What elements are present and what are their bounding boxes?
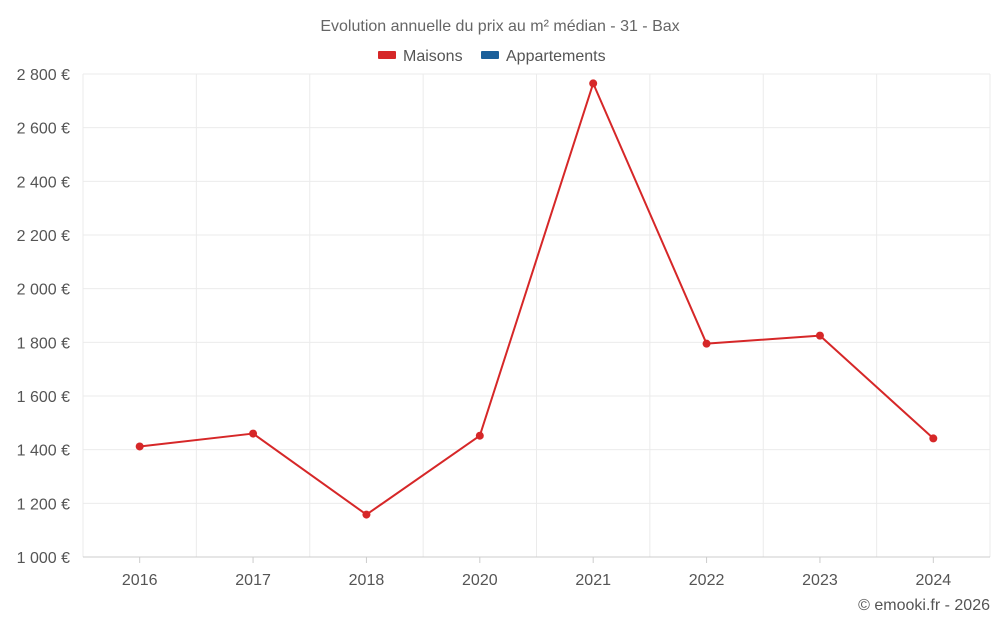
legend-swatch-maisons (378, 51, 396, 59)
x-tick-label: 2023 (802, 572, 838, 589)
series-maisons[interactable] (135, 79, 938, 519)
y-axis: 1 000 € 1 200 € 1 400 € 1 600 € 1 800 € 2 000… (17, 67, 70, 567)
legend-label-appartements: Appartements (506, 48, 606, 65)
legend-label-maisons: Maisons (403, 48, 463, 65)
data-point-maisons[interactable] (929, 434, 938, 443)
y-tick-label: 2 800 € (17, 67, 70, 84)
legend-item-maisons[interactable]: Maisons (378, 48, 463, 65)
data-point-maisons[interactable] (249, 429, 258, 438)
y-tick-label: 2 400 € (17, 174, 70, 191)
data-point-maisons[interactable] (362, 510, 371, 519)
x-tick-label: 2021 (575, 572, 611, 589)
data-point-maisons[interactable] (475, 431, 484, 440)
legend-swatch-appartements (481, 51, 499, 59)
data-point-maisons[interactable] (589, 79, 598, 88)
y-tick-label: 2 600 € (17, 121, 70, 138)
data-point-maisons[interactable] (135, 442, 144, 451)
x-tick-label: 2022 (689, 572, 725, 589)
data-point-maisons[interactable] (702, 339, 711, 348)
x-tick-label: 2018 (349, 572, 385, 589)
legend-item-appartements[interactable]: Appartements (481, 48, 606, 65)
y-tick-label: 1 800 € (17, 335, 70, 352)
grid (82, 73, 991, 557)
y-tick-label: 1 200 € (17, 496, 70, 513)
y-tick-label: 1 000 € (17, 550, 70, 567)
chart-title: Evolution annuelle du prix au m² médian … (320, 18, 679, 35)
y-tick-label: 2 200 € (17, 228, 70, 245)
x-tick-label: 2020 (462, 572, 498, 589)
x-axis: 2016 2017 2018 2020 2021 2022 2023 2024 (83, 556, 990, 589)
x-tick-label: 2024 (916, 572, 952, 589)
series-line-maisons (139, 82, 934, 516)
credit-text[interactable]: © emooki.fr - 2026 (858, 597, 990, 614)
y-tick-label: 1 600 € (17, 389, 70, 406)
y-tick-label: 2 000 € (17, 282, 70, 299)
x-tick-label: 2017 (235, 572, 271, 589)
data-point-maisons[interactable] (815, 331, 824, 340)
y-tick-label: 1 400 € (17, 443, 70, 460)
legend[interactable]: Maisons Appartements (378, 48, 606, 65)
x-tick-label: 2016 (122, 572, 158, 589)
